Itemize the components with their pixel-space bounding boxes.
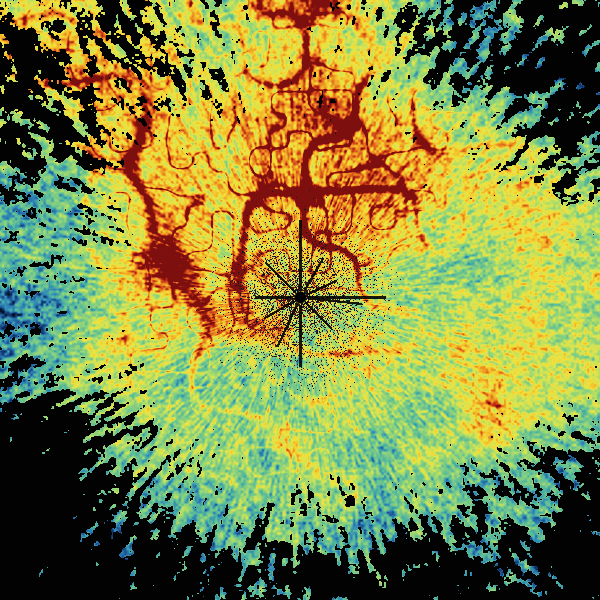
radar-heatmap-canvas: [0, 0, 600, 600]
radar-heatmap-stage: [0, 0, 600, 600]
